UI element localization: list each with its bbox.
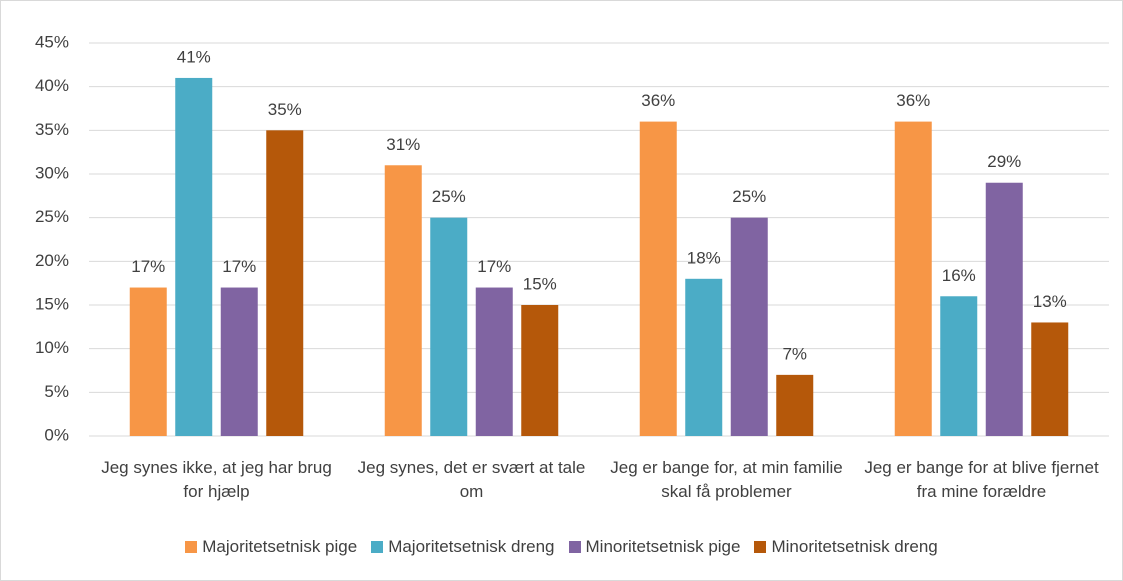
bar (685, 278, 723, 436)
bar (129, 287, 167, 436)
legend-label: Majoritetsetnisk pige (202, 537, 358, 556)
y-tick-label: 10% (35, 338, 69, 357)
legend: Majoritetsetnisk pige Majoritetsetnisk dr… (1, 537, 1122, 557)
y-tick-label: 0% (44, 425, 69, 444)
data-label: 36% (641, 91, 675, 110)
legend-swatch (185, 541, 198, 553)
bar (1031, 322, 1069, 436)
data-label: 41% (177, 47, 211, 66)
data-label: 25% (732, 187, 766, 206)
data-label: 35% (268, 100, 302, 119)
bar (940, 296, 978, 436)
legend-item: Minoritetsetnisk dreng (754, 537, 938, 557)
bar (175, 77, 213, 436)
x-tick-label: Jeg er bange for, at min familie skal få… (610, 458, 843, 501)
bar (639, 121, 677, 436)
data-label: 17% (222, 257, 256, 276)
bar (985, 182, 1023, 436)
y-tick-label: 35% (35, 120, 69, 139)
data-label: 29% (987, 152, 1021, 171)
data-label: 7% (782, 344, 807, 363)
bar (266, 130, 304, 437)
data-label: 17% (477, 257, 511, 276)
bar (521, 305, 559, 436)
y-tick-label: 25% (35, 207, 69, 226)
data-label: 17% (131, 257, 165, 276)
y-tick-label: 40% (35, 76, 69, 95)
y-tick-label: 30% (35, 163, 69, 182)
data-label: 31% (386, 135, 420, 154)
x-tick-label: Jeg synes ikke, at jeg har brug for hjæl… (101, 458, 332, 501)
data-label: 15% (523, 274, 557, 293)
bar (384, 165, 422, 436)
data-label: 36% (896, 91, 930, 110)
data-label: 25% (432, 187, 466, 206)
legend-item: Majoritetsetnisk dreng (371, 537, 555, 557)
y-tick-label: 5% (44, 382, 69, 401)
legend-label: Minoritetsetnisk pige (585, 537, 741, 556)
bar (776, 374, 814, 436)
legend-swatch (371, 541, 384, 553)
bar (730, 217, 768, 436)
y-tick-label: 20% (35, 251, 69, 270)
legend-item: Majoritetsetnisk pige (185, 537, 357, 557)
legend-item: Minoritetsetnisk pige (568, 537, 741, 557)
legend-swatch (754, 541, 767, 553)
data-label: 16% (942, 266, 976, 285)
x-tick-label: Jeg synes, det er svært at tale om (357, 458, 586, 501)
data-label: 18% (687, 248, 721, 267)
bar (475, 287, 513, 436)
bar (894, 121, 932, 436)
data-label: 13% (1033, 292, 1067, 311)
x-tick-label: Jeg er bange for at blive fjernet fra mi… (864, 458, 1099, 501)
y-tick-label: 15% (35, 294, 69, 313)
bar (430, 217, 468, 436)
legend-swatch (568, 541, 581, 553)
legend-label: Minoritetsetnisk dreng (771, 537, 938, 556)
legend-label: Majoritetsetnisk dreng (388, 537, 555, 556)
bar (220, 287, 258, 436)
y-tick-label: 45% (35, 32, 69, 51)
